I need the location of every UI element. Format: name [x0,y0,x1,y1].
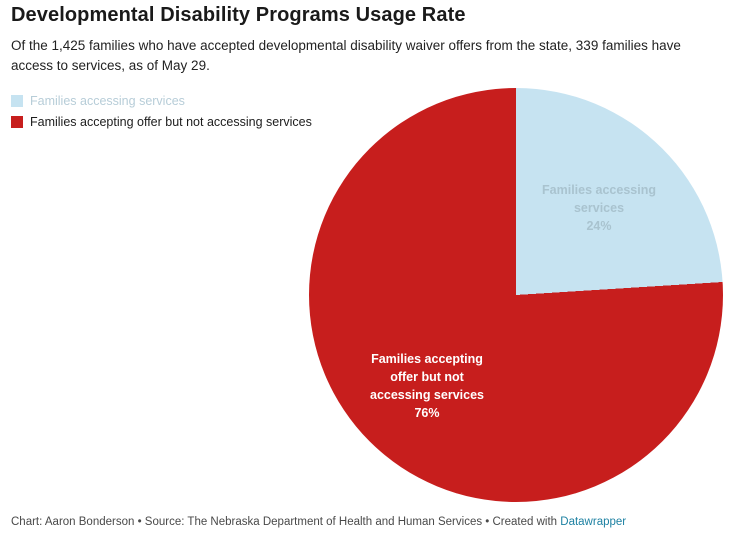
chart-subtitle: Of the 1,425 families who have accepted … [11,38,681,74]
legend: Families accessing services Families acc… [11,94,312,136]
chart-title: Developmental Disability Programs Usage … [11,4,466,26]
legend-swatch-not-accessing [11,116,23,128]
footer-text: Chart: Aaron Bonderson • Source: The Neb… [11,516,561,528]
legend-item: Families accepting offer but not accessi… [11,115,312,129]
datawrapper-link[interactable]: Datawrapper [560,516,627,528]
legend-swatch-accessing [11,95,23,107]
pie-chart [309,88,723,502]
attribution-footer: Chart: Aaron Bonderson • Source: The Neb… [11,516,626,528]
legend-label: Families accessing services [30,94,185,108]
pie-chart-area: Families accessing services 24% Families… [309,88,723,502]
legend-item: Families accessing services [11,94,312,108]
legend-label: Families accepting offer but not accessi… [30,115,312,129]
